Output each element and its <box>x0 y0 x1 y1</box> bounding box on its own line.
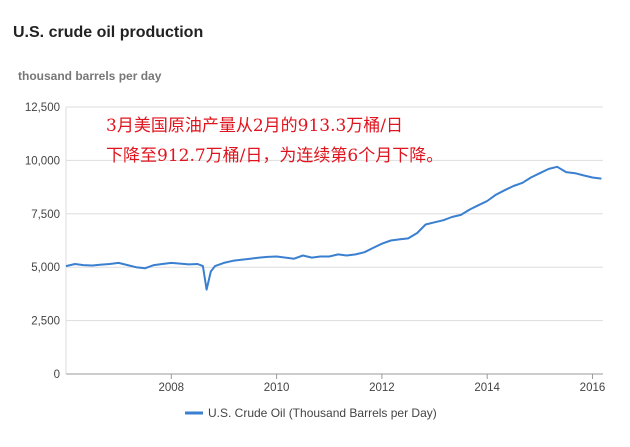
series-line-us-crude-oil <box>65 165 602 291</box>
x-tick-label: 2010 <box>264 382 290 394</box>
x-tick-label: 2016 <box>580 382 606 394</box>
y-tick-label: 12,500 <box>25 102 60 114</box>
y-tick-label: 5,000 <box>31 262 60 274</box>
legend[interactable]: U.S. Crude Oil (Thousand Barrels per Day… <box>185 406 437 420</box>
annotation-line-1: 3月美国原油产量从2月的913.3万桶/日 <box>106 116 403 136</box>
y-tick-label: 10,000 <box>25 155 60 167</box>
x-tick-label: 2008 <box>158 382 184 394</box>
x-tick-label: 2012 <box>369 382 395 394</box>
x-tick-label: 2014 <box>474 382 500 394</box>
y-tick-label: 0 <box>54 369 60 381</box>
annotation-line-2: 下降至912.7万桶/日，为连续第6个月下降。 <box>106 146 443 166</box>
y-tick-label: 7,500 <box>31 209 60 221</box>
chart-title: U.S. crude oil production <box>13 24 204 41</box>
y-axis-unit-label: thousand barrels per day <box>18 69 162 83</box>
legend-label: U.S. Crude Oil (Thousand Barrels per Day… <box>208 406 437 420</box>
y-tick-label: 2,500 <box>31 316 60 328</box>
